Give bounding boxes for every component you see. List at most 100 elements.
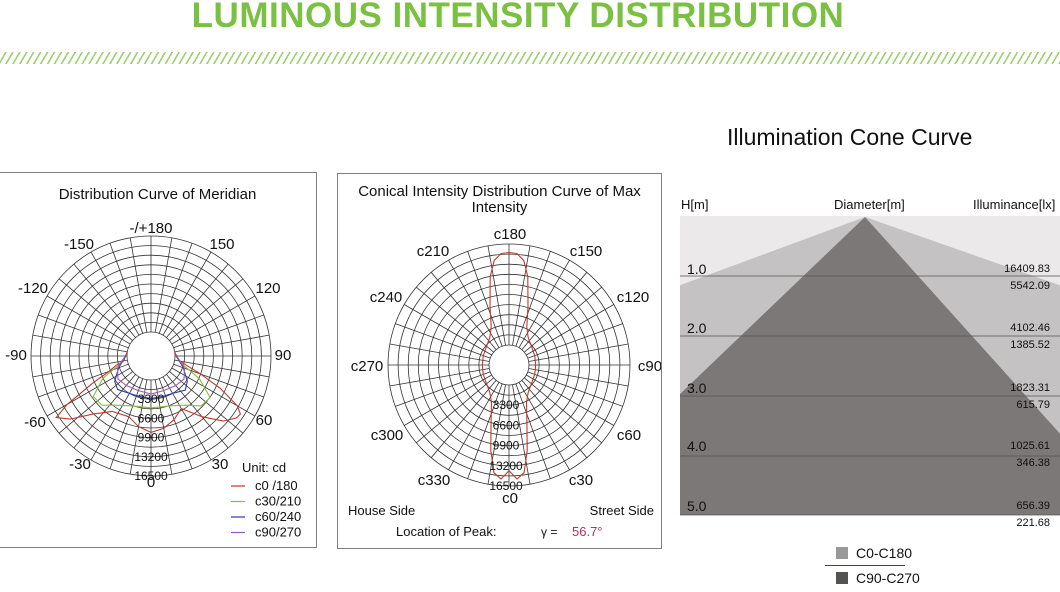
grid-spoke — [430, 380, 497, 458]
illuminance-c0-value: 656.39 — [1016, 500, 1050, 512]
conical-chart-title: Conical Intensity Distribution Curve of … — [358, 183, 641, 216]
grid-spoke — [58, 371, 133, 434]
angle-label: 60 — [256, 412, 273, 429]
angle-label: c210 — [417, 243, 450, 260]
grid-spoke — [166, 374, 229, 449]
peak-location-label: Location of Peak: — [396, 524, 496, 539]
illuminance-c0-value: 1823.31 — [1010, 382, 1050, 394]
angle-label: c120 — [617, 289, 650, 306]
grid-spoke — [526, 304, 614, 356]
angle-label: c150 — [570, 243, 603, 260]
meridian-chart-title: Distribution Curve of Meridian — [58, 186, 257, 203]
illuminance-c90-value: 1385.52 — [1010, 339, 1050, 351]
grid-spoke — [487, 245, 506, 346]
legend-item-c90: C90-C270 — [836, 570, 920, 586]
grid-spoke — [416, 377, 494, 444]
legend-swatch-c90 — [836, 572, 848, 584]
angle-label: -90 — [5, 347, 27, 364]
page-title: LUMINOUS INTENSITY DISTRIBUTION — [191, 0, 845, 35]
radial-tick-label: 13200 — [489, 459, 523, 473]
grid-spoke — [512, 384, 531, 485]
illuminance-c90-value: 5542.09 — [1010, 280, 1050, 292]
peak-gamma-symbol: γ = — [541, 525, 557, 539]
grid-spoke — [169, 278, 244, 341]
grid-spoke — [154, 237, 173, 333]
level-label: 5.0 — [687, 498, 707, 514]
grid-spoke — [46, 295, 131, 345]
grid-spoke — [32, 359, 128, 378]
height-axis-label: H[m] — [681, 197, 709, 212]
grid-spoke — [73, 263, 136, 338]
illuminance-axis-label: Illuminance[lx] — [973, 197, 1056, 212]
cone-c90-area — [680, 217, 1060, 516]
grid-spoke — [169, 371, 244, 434]
grid-spoke — [512, 245, 531, 346]
peak-value: 56.7° — [572, 524, 603, 539]
angle-label: c240 — [370, 289, 403, 306]
grid-spoke — [73, 374, 136, 449]
radial-tick-label: 16500 — [489, 479, 523, 493]
grid-inner-ring — [126, 331, 176, 381]
radial-tick-label: 13200 — [134, 450, 168, 464]
legend-label-0: c0 /180 — [255, 478, 298, 493]
polar-grid — [30, 235, 272, 477]
level-label: 4.0 — [687, 438, 707, 454]
diameter-axis-label: Diameter[m] — [834, 197, 905, 212]
grid-spoke — [524, 377, 602, 444]
legend-item-c0: C0-C180 — [836, 545, 912, 561]
series-curve-0 — [55, 351, 242, 433]
grid-spoke — [395, 323, 491, 359]
grid-spoke — [158, 378, 193, 469]
angle-label: -120 — [18, 280, 48, 297]
illuminance-c90-value: 221.68 — [1016, 517, 1050, 529]
radial-tick-label: 6600 — [493, 418, 520, 432]
cone-plot — [680, 216, 1060, 516]
grid-spoke — [416, 286, 494, 353]
house-side-label: House Side — [348, 503, 415, 518]
grid-spoke — [467, 383, 503, 479]
radial-tick-label: 9900 — [493, 439, 520, 453]
grid-spoke — [90, 251, 140, 336]
illuminance-c90-value: 346.38 — [1016, 457, 1050, 469]
meridian-chart-panel: Distribution Curve of Meridian 3300 6600 9… — [0, 172, 317, 548]
street-side-label: Street Side — [590, 503, 654, 518]
illuminance-c0-value: 4102.46 — [1010, 322, 1050, 334]
grid-spoke — [174, 334, 270, 353]
meridian-polar-plot: 3300 6600 9900 13200 16500 -/+180 -150 150 -120 1… — [5, 220, 301, 540]
polar-grid — [387, 243, 631, 487]
angle-label: 120 — [255, 280, 280, 297]
grid-spoke — [395, 371, 491, 407]
conical-chart-panel: Conical Intensity Distribution Curve of … — [337, 173, 662, 549]
grid-spoke — [487, 384, 506, 485]
series-curve-3 — [116, 355, 186, 395]
grid-spoke — [154, 379, 173, 475]
grid-spoke — [32, 334, 128, 353]
grid-spoke — [171, 295, 256, 345]
conical-polar-plot: 3300 6600 9900 13200 16500 c180 c210 c150 c240 c1… — [348, 226, 661, 539]
angle-label: c330 — [418, 472, 451, 489]
grid-spoke — [174, 359, 270, 378]
legend-label-3: c90/270 — [255, 525, 301, 540]
unit-label: Unit: cd — [242, 460, 286, 475]
grid-spoke — [58, 278, 133, 341]
angle-label: 90 — [275, 347, 292, 364]
radial-tick-label: 3300 — [138, 392, 165, 406]
grid-spoke — [528, 343, 629, 362]
angle-label: 30 — [212, 456, 229, 473]
grid-spoke — [162, 251, 212, 336]
angle-label: c180 — [494, 226, 527, 243]
radial-tick-label: 9900 — [138, 431, 165, 445]
grid-spoke — [38, 314, 129, 349]
grid-spoke — [526, 374, 614, 426]
legend-label-c0: C0-C180 — [856, 545, 913, 561]
angle-label: -150 — [64, 236, 94, 253]
cone-bottom-edge — [680, 515, 1060, 516]
angle-label: c90 — [638, 358, 661, 375]
angle-label: 0 — [147, 474, 155, 491]
angle-label: c60 — [617, 427, 641, 444]
angle-label: c300 — [371, 427, 404, 444]
grid-inner-ring — [488, 344, 530, 386]
grid-spoke — [166, 263, 229, 338]
grid-spoke — [430, 272, 497, 350]
